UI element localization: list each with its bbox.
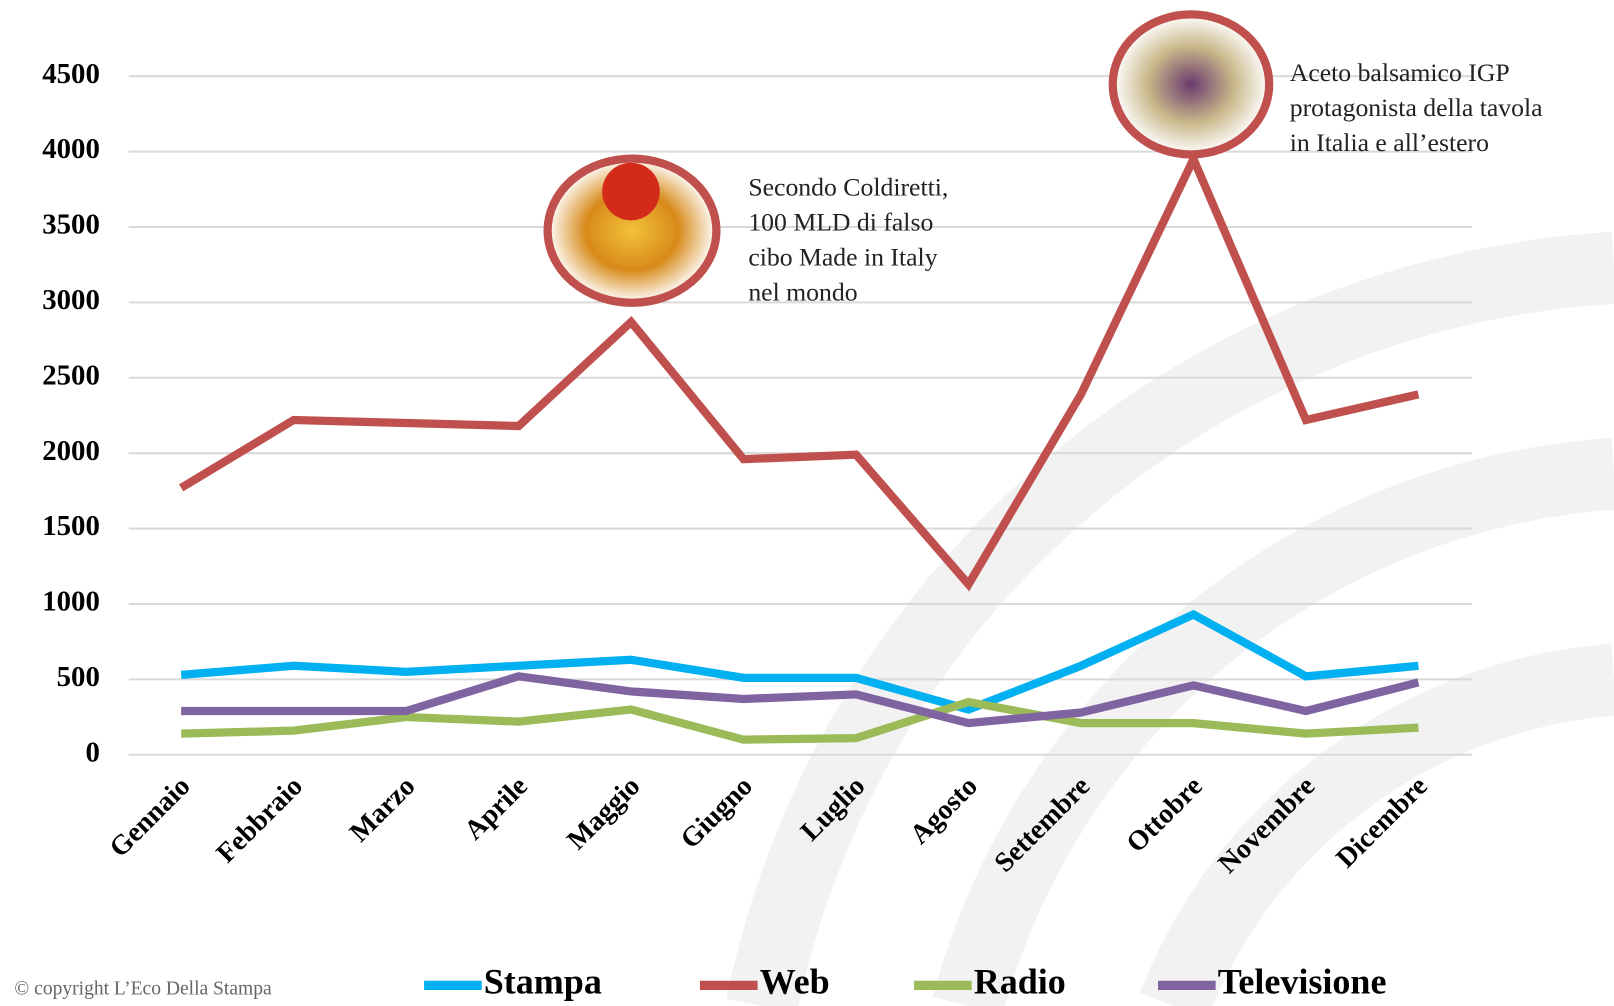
series-line [181, 697, 1419, 744]
annotations: Secondo Coldiretti, 100 MLD di falso cibo … [543, 10, 1543, 307]
x-tick-label: Giugno [675, 771, 759, 855]
y-tick-label: 4000 [42, 133, 100, 165]
background-arcs [726, 231, 1614, 1006]
annotation-text: Secondo Coldiretti, [748, 172, 948, 201]
y-tick-label: 4500 [42, 58, 100, 90]
y-tick-label: 2000 [42, 435, 100, 467]
series-line [179, 149, 1420, 592]
footer: © copyright L’Eco Della Stampa [14, 979, 272, 1000]
y-tick-label: 1500 [42, 510, 100, 542]
y-tick-label: 1000 [42, 586, 100, 618]
annotation-circle [1108, 10, 1274, 159]
y-tick-label: 2500 [42, 359, 100, 391]
annotation-text: cibo Made in Italy [748, 242, 937, 271]
x-tick-label: Gennaio [104, 771, 197, 864]
y-tick-label: 3500 [42, 209, 100, 241]
x-tick-label: Febbraio [211, 771, 309, 869]
annotation-text: in Italia e all’estero [1290, 128, 1489, 157]
legend-label: Stampa [484, 962, 602, 1002]
annotation-image [602, 162, 660, 221]
legend-label: Radio [974, 962, 1066, 1002]
x-tick-label: Ottobre [1121, 771, 1209, 859]
legend-label: Web [760, 962, 830, 1002]
y-tick-label: 500 [57, 661, 100, 693]
legend: Stampa Web Radio Televisione [424, 962, 1386, 1002]
annotation-text: protagonista della tavola [1290, 93, 1543, 122]
x-tick-label: Marzo [344, 771, 422, 849]
series-lines [179, 149, 1420, 744]
annotation-text: nel mondo [748, 277, 857, 306]
annotation-circle [543, 154, 721, 307]
x-tick-label: Maggio [561, 771, 646, 856]
x-tick-label: Agosto [904, 771, 984, 851]
annotation-text: Aceto balsamico IGP [1290, 58, 1510, 87]
series-line [181, 672, 1420, 728]
annotation-text: 100 MLD di falso [748, 207, 933, 236]
x-tick-label: Aprile [458, 771, 533, 846]
y-tick-label: 3000 [42, 284, 100, 316]
series-line [180, 609, 1419, 714]
y-tick-label: 0 [85, 736, 99, 768]
legend-label: Televisione [1218, 962, 1387, 1002]
